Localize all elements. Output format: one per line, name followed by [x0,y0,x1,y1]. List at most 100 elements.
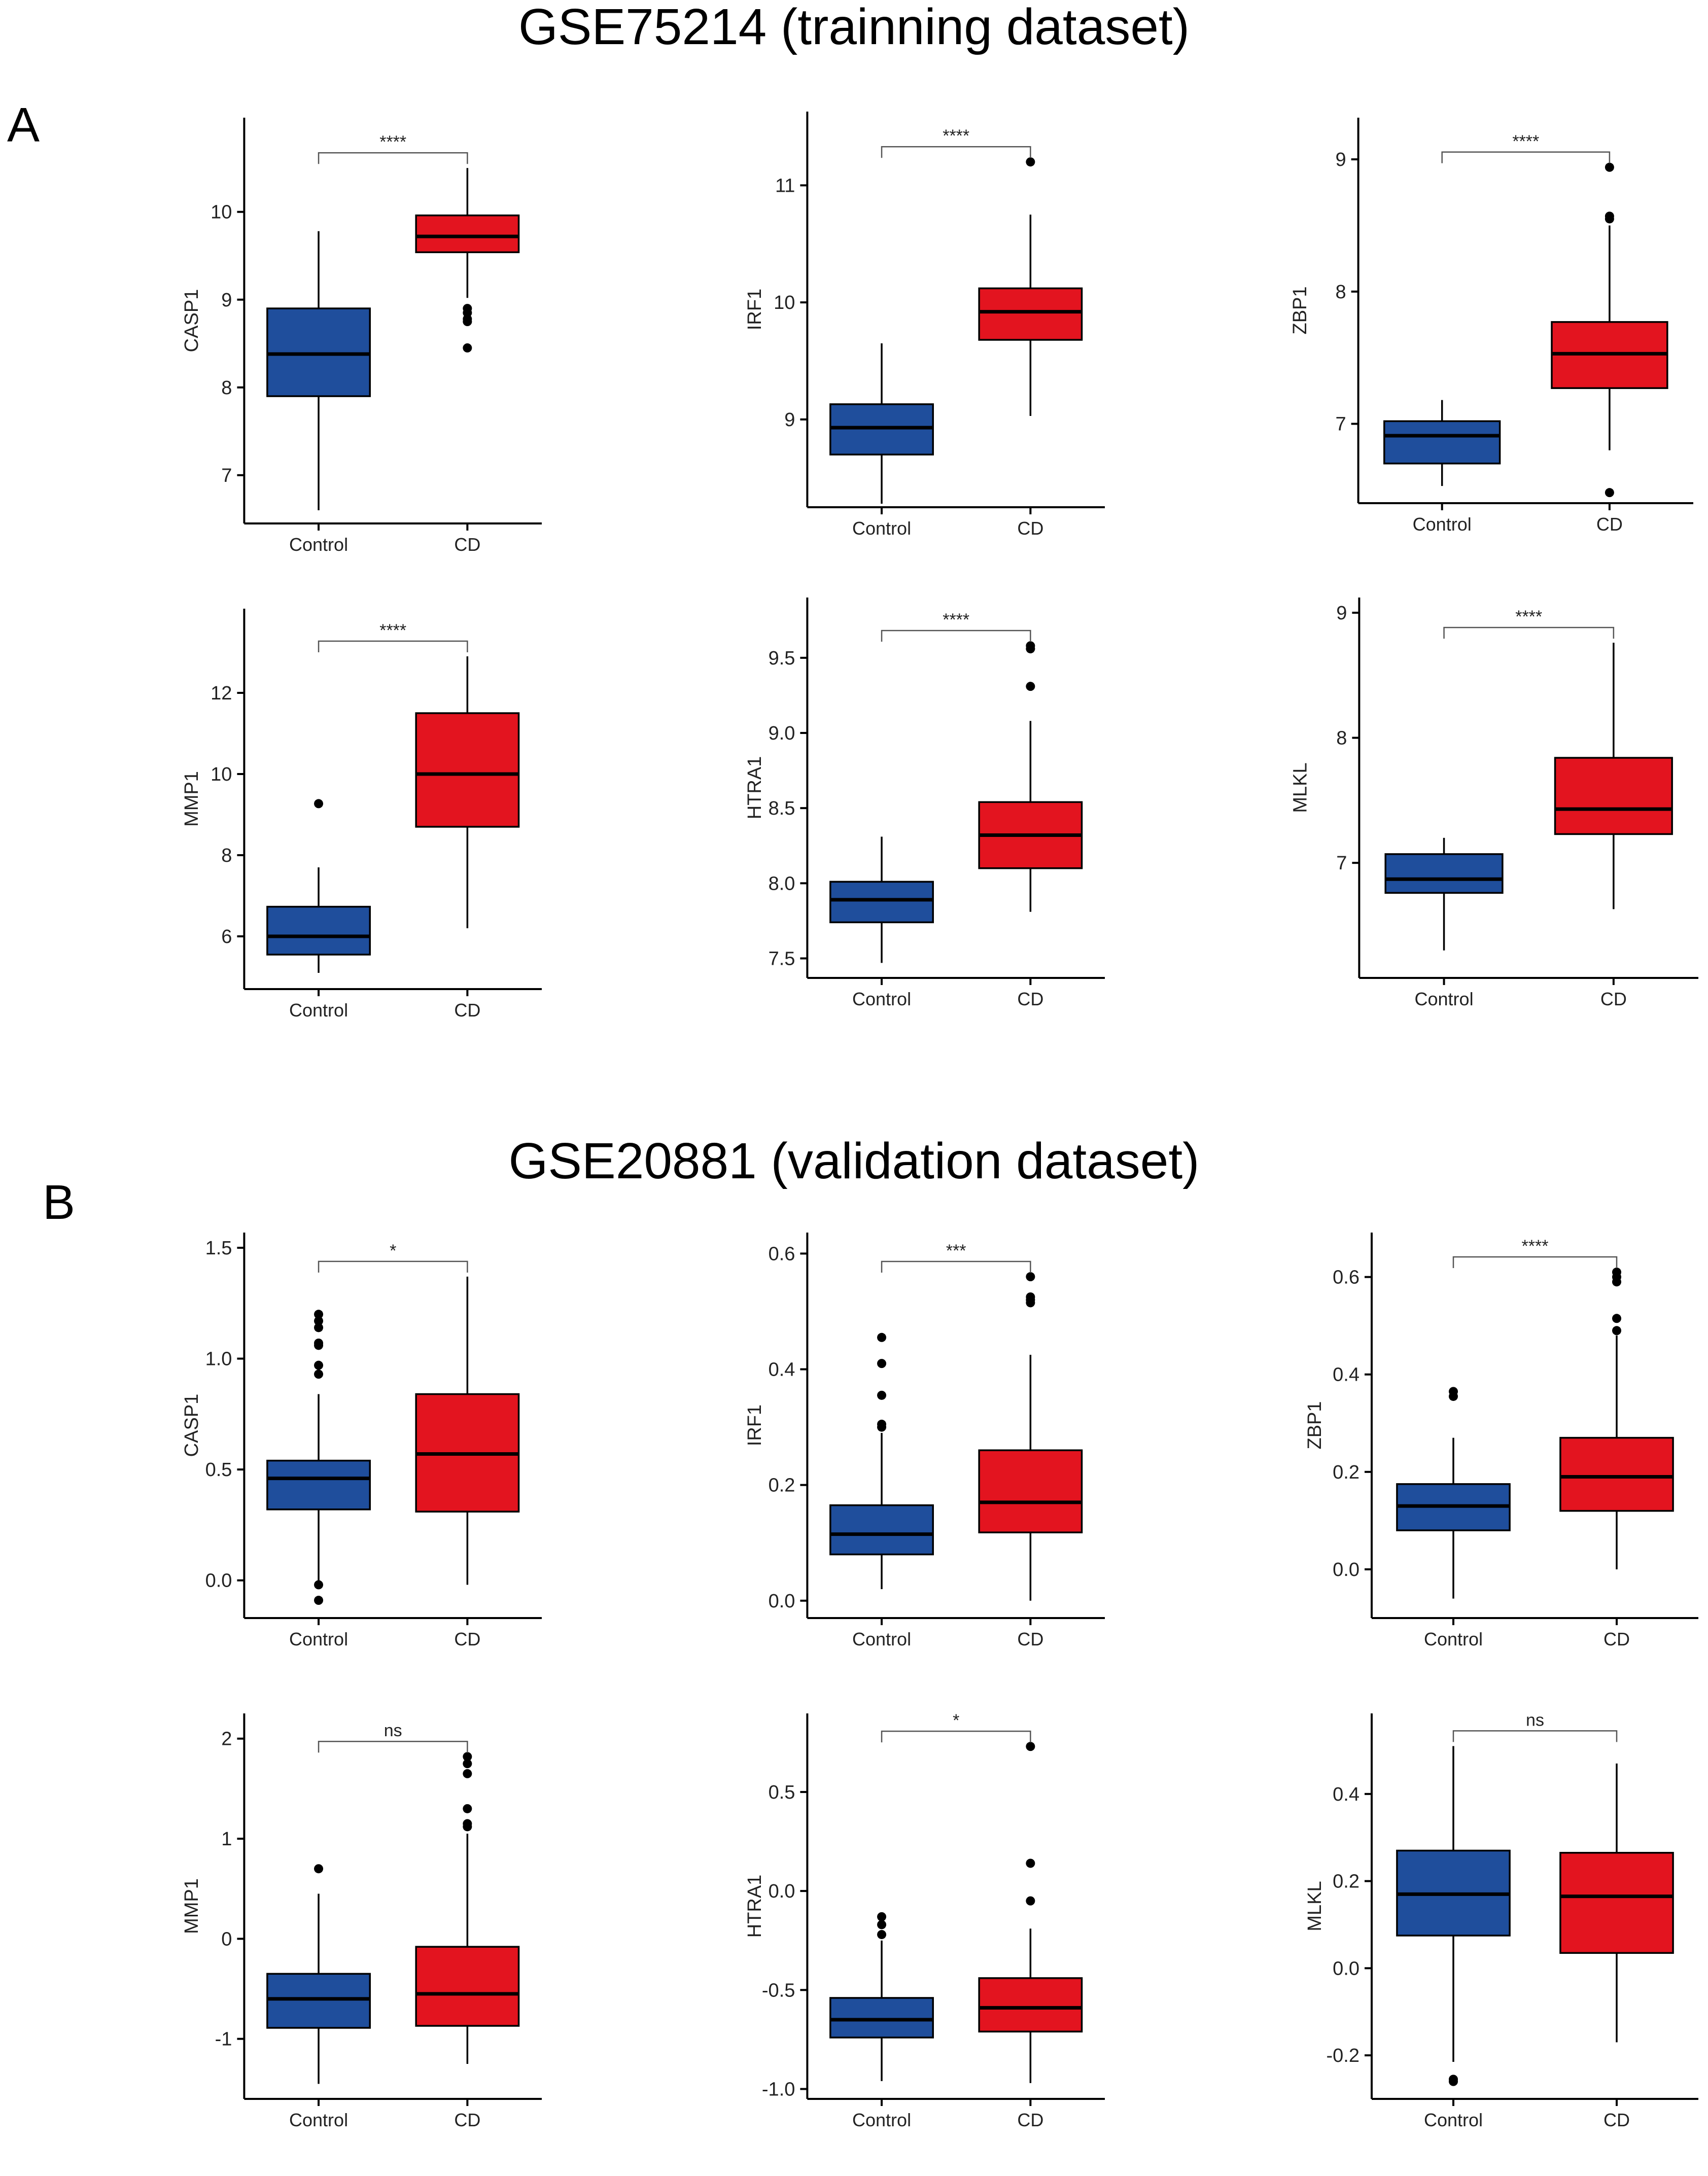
outlier-point [314,1370,324,1379]
outlier-point [877,1332,887,1342]
outlier-point [877,1390,887,1400]
x-tick-label: CD [1596,514,1623,535]
outlier-point [463,1804,472,1813]
y-axis-label: CASP1 [181,289,202,353]
significance-label: **** [379,621,406,640]
y-tick-label: 0.0 [1333,1958,1360,1979]
significance-bracket [881,146,1031,158]
box-control [829,1997,934,2039]
significance-label: * [953,1711,959,1730]
y-tick-label: 0.2 [1333,1462,1360,1483]
boxplot-b-zbp1: 0.0 0.2 0.4 0.6 ZBP1 Control CD **** [1304,1233,1698,1649]
box-cd [1554,757,1673,835]
x-tick-label: CD [454,2110,480,2130]
x-tick-label: CD [1017,1629,1043,1649]
y-tick-label: 0.2 [1333,1871,1360,1892]
significance-label: ns [1526,1710,1544,1730]
outlier-point [463,1769,472,1778]
outlier-point [463,317,472,327]
y-axis-label: ZBP1 [1289,286,1311,334]
y-tick-label: -0.5 [762,1980,795,2001]
outlier-point [314,1360,324,1370]
y-tick-label: 8 [1336,728,1347,749]
outlier-point [314,1316,324,1326]
outlier-point [463,1752,472,1762]
y-axis-label: IRF1 [744,289,765,330]
x-tick-label: Control [852,2110,911,2130]
y-tick-label: 0.0 [769,1881,795,1902]
box-cd [978,1977,1083,2033]
box-control [829,881,934,924]
significance-bracket [881,629,1031,642]
panel-label-b: B [43,1175,76,1230]
y-axis-label: HTRA1 [744,1875,765,1938]
y-tick-label: 9.5 [769,648,795,669]
box-control [1384,853,1504,894]
y-tick-label: 0.4 [1333,1364,1360,1386]
y-tick-label: 10 [211,202,232,223]
outlier-point [1026,1742,1035,1751]
outlier-point [1026,1272,1035,1282]
x-tick-label: CD [454,1000,480,1021]
outlier-point [314,1310,324,1319]
x-tick-label: Control [289,2110,348,2130]
boxplot-b-htra1: -1.0 -0.5 0.0 0.5 HTRA1 Control CD * [744,1711,1105,2130]
outlier-point [1026,1292,1035,1302]
outlier-point [1612,1314,1621,1323]
y-tick-label: 0.0 [205,1570,232,1592]
y-tick-label: 9 [221,290,232,311]
y-tick-label: 1.5 [205,1238,232,1259]
significance-label: **** [1512,132,1539,151]
x-tick-label: Control [1415,989,1474,1009]
panel-label-a: A [7,98,40,152]
outlier-point [1449,1387,1458,1396]
outlier-point [1026,1858,1035,1868]
outlier-point [1449,2077,1458,2086]
significance-bracket [881,1260,1031,1273]
y-tick-label: 8 [1335,282,1346,303]
y-tick-label: 0.4 [769,1359,795,1381]
y-tick-label: 0.6 [769,1243,795,1265]
y-tick-label: 12 [211,683,232,704]
x-tick-label: CD [1017,989,1043,1009]
y-tick-label: 8 [221,845,232,866]
outlier-point [1026,682,1035,691]
x-tick-label: CD [454,1629,480,1649]
outlier-point [877,1419,887,1429]
x-tick-label: Control [1424,2110,1483,2130]
y-tick-label: 6 [221,926,232,947]
outlier-point [1612,1268,1621,1277]
x-tick-label: Control [852,518,911,539]
x-tick-label: Control [1413,514,1472,535]
outlier-point [463,1759,472,1769]
y-tick-label: 0.5 [769,1782,795,1803]
x-tick-label: Control [289,534,348,555]
box-cd [978,1449,1083,1533]
y-axis-label: HTRA1 [744,756,765,820]
y-tick-label: -0.2 [1327,2045,1360,2066]
y-tick-label: 2 [221,1729,232,1750]
title-training: GSE75214 (trainning dataset) [518,0,1190,55]
outlier-point [314,1580,324,1590]
outlier-point [463,1819,472,1829]
box-control [266,1973,371,2029]
y-tick-label: 7 [221,465,232,486]
y-tick-label: 0.0 [769,1591,795,1612]
y-tick-label: -1.0 [762,2079,795,2100]
outlier-point [877,1929,887,1939]
y-tick-label: 9 [1335,149,1346,170]
boxplot-a-irf1: 9 10 11 IRF1 Control CD **** [744,112,1105,539]
boxplot-b-mmp1: -1 0 1 2 MMP1 Control CD ns [181,1713,542,2130]
y-tick-label: 7 [1335,414,1346,435]
significance-bracket [1452,1730,1618,1742]
x-tick-label: Control [289,1629,348,1649]
significance-bracket [318,152,468,164]
y-tick-label: 9 [1336,603,1347,624]
y-tick-label: 0.4 [1333,1784,1360,1805]
title-validation: GSE20881 (validation dataset) [508,1133,1200,1189]
outlier-point [1026,157,1035,167]
significance-bracket [318,640,468,652]
box-cd [1559,1852,1674,1954]
y-tick-label: 0.2 [769,1475,795,1496]
